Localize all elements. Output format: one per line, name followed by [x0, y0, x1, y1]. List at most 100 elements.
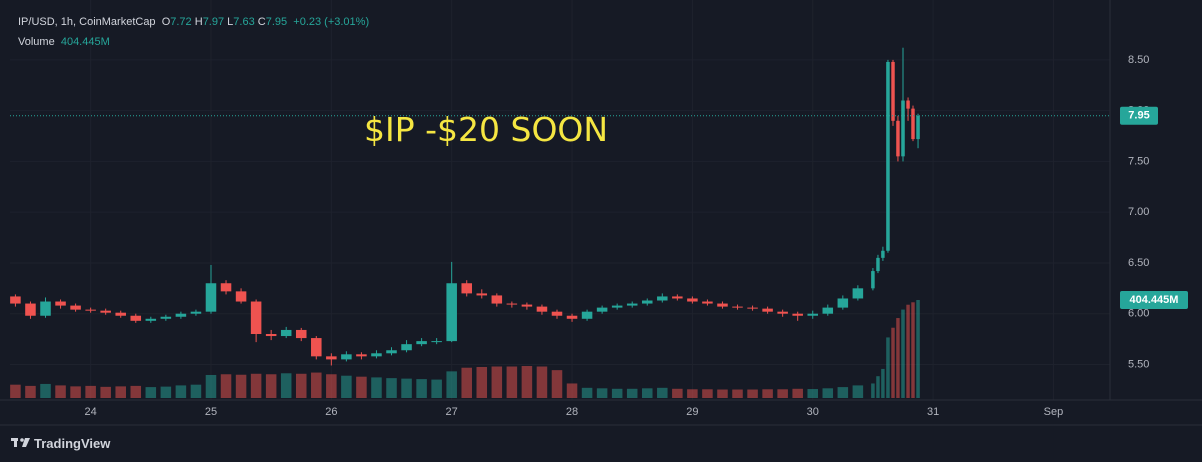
- volume-bar: [55, 385, 66, 398]
- volume-bar: [115, 386, 126, 398]
- candle-body: [371, 353, 382, 357]
- volume-bar: [871, 383, 875, 398]
- candle-body: [852, 288, 864, 299]
- volume-bar: [762, 389, 773, 398]
- volume-bar: [807, 389, 819, 398]
- ohlc-label: H: [194, 16, 203, 28]
- candle-body: [702, 301, 713, 304]
- candle-body: [476, 293, 488, 296]
- x-tick-label: 26: [325, 406, 337, 418]
- ohlc-value: 7.72: [170, 16, 192, 28]
- candle-body: [581, 311, 593, 319]
- volume-bar: [85, 385, 96, 398]
- volume-bar: [901, 309, 905, 398]
- symbol-title: IP/USD, 1h, CoinMarketCap: [18, 16, 156, 28]
- volume-bar: [341, 375, 352, 398]
- volume-bar: [792, 388, 803, 398]
- axes: 5.506.006.507.007.508.008.50242526272829…: [10, 54, 1188, 418]
- volume-bar: [852, 385, 864, 398]
- volume-bar: [356, 376, 367, 398]
- candle-body: [906, 100, 910, 109]
- candle-body: [235, 291, 247, 302]
- candle-body: [25, 303, 36, 316]
- candle-body: [891, 61, 895, 121]
- ohlc-value: 7.63: [233, 16, 255, 28]
- volume-bar: [747, 389, 758, 398]
- candle-body: [130, 315, 142, 321]
- candle-body: [100, 310, 111, 313]
- volume-bar: [220, 374, 232, 398]
- candle-body: [886, 61, 890, 251]
- volume-bar: [717, 389, 728, 398]
- volume-bar: [461, 367, 472, 398]
- volume-bar: [40, 383, 51, 398]
- candle-body: [311, 338, 322, 357]
- volume-bar: [235, 374, 247, 398]
- volume-legend: Volume 404.445M: [18, 36, 110, 48]
- candle-body: [911, 108, 915, 140]
- y-tick-label: 5.50: [1128, 358, 1149, 370]
- x-tick-label: 28: [566, 406, 578, 418]
- candle-body: [220, 283, 232, 292]
- volume-bar: [891, 327, 895, 398]
- candle-body: [536, 306, 548, 312]
- volume-bar: [205, 374, 217, 398]
- logo-part: [14, 438, 17, 447]
- candle-body: [871, 271, 875, 289]
- candle-body: [401, 344, 412, 351]
- candle-body: [566, 315, 578, 319]
- brand: TradingView: [34, 436, 111, 451]
- candle-body: [55, 301, 66, 306]
- candle-body: [506, 303, 518, 305]
- volume-bar: [160, 386, 172, 398]
- volume-bar: [886, 337, 890, 398]
- volume-bar: [371, 377, 382, 398]
- candle-body: [596, 307, 608, 312]
- volume-bar: [326, 374, 337, 398]
- candle-body: [916, 115, 920, 140]
- volume-layer: [10, 300, 920, 398]
- volume-bar: [896, 318, 900, 398]
- x-tick-label: Sep: [1044, 406, 1064, 418]
- candle-body: [611, 305, 623, 308]
- candle-body: [732, 306, 743, 308]
- logo-icon: [11, 438, 30, 447]
- candle-body: [386, 350, 397, 354]
- candle-body: [461, 283, 472, 294]
- volume-bar: [401, 378, 412, 398]
- legend-line: IP/USD, 1h, CoinMarketCap O7.72 H7.97 L7…: [18, 16, 369, 28]
- candle-body: [70, 305, 81, 310]
- candle-body: [175, 313, 187, 317]
- logo-part: [20, 438, 24, 442]
- volume-bar: [876, 376, 880, 398]
- volume-bar: [777, 389, 788, 398]
- annotation: $IP -$20 SOON: [364, 110, 609, 149]
- volume-bar: [130, 385, 142, 398]
- volume-bar: [881, 368, 885, 398]
- candle-body: [551, 311, 563, 316]
- volume-bar: [100, 386, 111, 398]
- candle-body: [40, 301, 51, 316]
- candle-body: [265, 334, 277, 337]
- volume-bar: [822, 388, 834, 398]
- candle-layer: [10, 47, 920, 366]
- y-tick-label: 8.50: [1128, 54, 1149, 66]
- candle-body: [341, 354, 352, 360]
- volume-bar: [911, 302, 915, 398]
- candle-body: [205, 283, 217, 312]
- volume-bar: [702, 389, 713, 398]
- volume-bar: [10, 384, 21, 398]
- volume-bar: [657, 387, 668, 398]
- volume-bar: [672, 388, 683, 398]
- volume-bar: [280, 373, 292, 398]
- volume-bar: [536, 366, 548, 398]
- volume-bar: [906, 304, 910, 398]
- volume-bar: [70, 386, 81, 398]
- candle-body: [326, 356, 337, 360]
- candle-body: [416, 341, 427, 345]
- candle-body: [160, 316, 172, 319]
- x-tick-label: 30: [807, 406, 819, 418]
- candle-body: [657, 296, 668, 301]
